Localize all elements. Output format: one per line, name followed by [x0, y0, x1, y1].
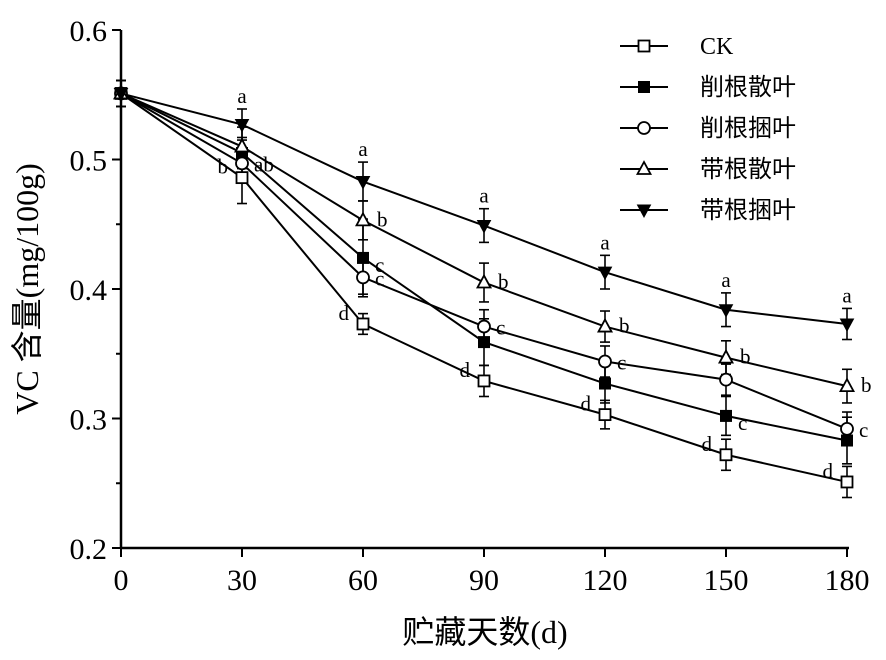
significance-label: d — [702, 432, 713, 456]
significance-label: c — [859, 418, 868, 442]
data-point — [475, 273, 493, 289]
significance-label: a — [721, 268, 731, 292]
data-point — [838, 377, 856, 393]
significance-label: a — [842, 283, 852, 307]
data-point — [113, 87, 129, 102]
legend-label: 削根捆叶 — [700, 115, 796, 142]
significance-label: c — [375, 266, 384, 290]
data-point — [718, 304, 734, 318]
data-point — [356, 317, 370, 331]
x-tick-label: 150 — [704, 564, 749, 597]
data-point — [357, 251, 369, 264]
data-point — [719, 448, 733, 462]
significance-label: ab — [254, 152, 274, 176]
x-tick-label: 0 — [114, 564, 129, 597]
significance-label: c — [496, 316, 505, 340]
data-point — [719, 372, 733, 387]
significance-label: b — [861, 373, 872, 397]
significance-label: c — [375, 253, 384, 277]
significance-label: b — [377, 207, 388, 231]
legend-item: CK — [620, 34, 734, 60]
data-point — [235, 171, 249, 185]
y-ticks: 0.2 0.3 0.4 0.5 0.6 — [70, 15, 121, 566]
significance-label: a — [358, 137, 368, 161]
data-point — [841, 434, 853, 447]
labels-削根散叶: cc — [375, 253, 747, 435]
markers-带根捆叶 — [113, 87, 855, 333]
significance-label: c — [738, 411, 747, 435]
axes — [119, 30, 849, 550]
data-point — [235, 156, 249, 171]
legend-item: 带根散叶 — [620, 156, 796, 183]
significance-label: d — [823, 459, 834, 483]
data-point — [476, 220, 492, 234]
data-point — [717, 348, 735, 364]
x-tick-label: 60 — [348, 564, 378, 597]
significance-label: d — [339, 301, 350, 325]
legend-label: CK — [700, 34, 734, 60]
legend-item: 带根捆叶 — [620, 197, 796, 224]
y-tick-label: 0.4 — [70, 274, 108, 307]
x-tick-label: 180 — [825, 564, 870, 597]
significance-label: a — [600, 230, 610, 254]
data-point — [599, 377, 611, 390]
x-ticks: 0 30 60 90 120 150 180 — [114, 548, 870, 597]
significance-label: b — [218, 155, 229, 179]
legend-label: 带根捆叶 — [700, 197, 796, 224]
significance-label: a — [479, 184, 489, 208]
y-axis-title: VC 含量(mg/100g) — [9, 163, 45, 415]
y-tick-label: 0.2 — [70, 533, 108, 566]
data-point — [234, 119, 250, 133]
data-point — [598, 408, 612, 422]
legend-marker — [635, 160, 653, 175]
data-point — [720, 409, 732, 422]
data-point — [477, 374, 491, 388]
significance-label: b — [498, 270, 509, 294]
labels-CK: b d d d d d — [218, 155, 834, 483]
x-tick-label: 90 — [469, 564, 499, 597]
significance-label: b — [619, 314, 630, 338]
x-tick-label: 30 — [227, 564, 257, 597]
y-tick-label: 0.6 — [70, 15, 108, 48]
significance-label: a — [237, 84, 247, 108]
legend-label: 带根散叶 — [700, 156, 796, 183]
significance-label: d — [581, 392, 592, 416]
legend-marker — [636, 204, 652, 219]
significance-label: b — [740, 345, 751, 369]
x-tick-label: 120 — [583, 564, 628, 597]
data-point — [478, 336, 490, 349]
data-point — [839, 318, 855, 333]
y-tick-label: 0.5 — [70, 145, 108, 178]
significance-label: c — [617, 351, 626, 375]
legend-label: 削根散叶 — [700, 74, 796, 101]
data-point — [598, 354, 612, 369]
legend-marker — [637, 121, 651, 135]
labels-带根捆叶: a a a a a a — [237, 84, 852, 307]
legend-item: 削根捆叶 — [620, 115, 796, 142]
legend-marker — [638, 81, 650, 93]
x-axis-title: 贮藏天数(d) — [402, 614, 567, 650]
labels-带根散叶: b b b b b — [377, 207, 872, 397]
legend-item: 削根散叶 — [620, 74, 796, 101]
legend-marker — [637, 39, 651, 53]
data-point — [840, 421, 854, 436]
data-point — [356, 270, 370, 285]
data-point — [355, 176, 371, 190]
y-tick-label: 0.3 — [70, 404, 108, 437]
data-point — [354, 211, 372, 227]
data-point — [233, 137, 251, 153]
data-point — [477, 319, 491, 334]
significance-label: d — [460, 358, 471, 382]
data-point — [597, 266, 613, 281]
data-point — [596, 317, 614, 333]
data-point — [840, 475, 854, 489]
